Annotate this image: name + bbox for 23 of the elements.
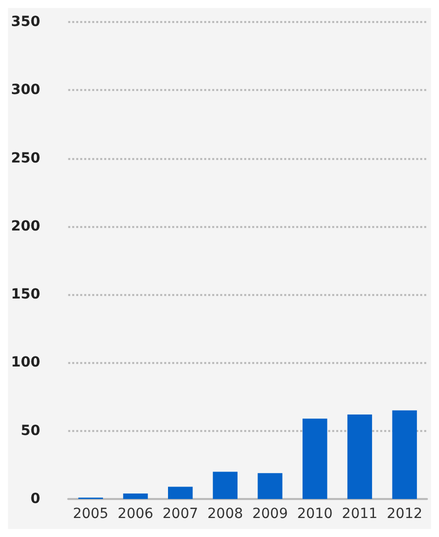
x-tick-label: 2009	[252, 506, 288, 522]
x-tick-label: 2008	[207, 506, 244, 522]
bar	[258, 473, 282, 499]
y-tick-label: 300	[10, 82, 40, 98]
y-tick-label: 200	[10, 218, 40, 234]
bar	[212, 472, 238, 499]
bar	[392, 410, 417, 499]
x-tick-label: 2005	[72, 506, 108, 522]
bar	[347, 414, 372, 499]
x-tick-label: 2010	[297, 506, 333, 522]
y-tick-label: 150	[10, 286, 40, 303]
bar	[123, 494, 148, 499]
x-tick-label: 2006	[118, 506, 154, 522]
x-tick-label: 2007	[162, 506, 198, 522]
y-tick-label: 0	[30, 491, 40, 507]
bar	[302, 418, 328, 499]
y-tick-label: 350	[10, 14, 40, 30]
x-tick-label: 2011	[342, 506, 378, 522]
y-tick-label: 250	[10, 150, 40, 166]
bar	[168, 486, 193, 499]
x-tick-label: 2012	[386, 506, 422, 522]
y-tick-label: 100	[10, 354, 40, 371]
y-tick-label: 50	[20, 422, 40, 439]
